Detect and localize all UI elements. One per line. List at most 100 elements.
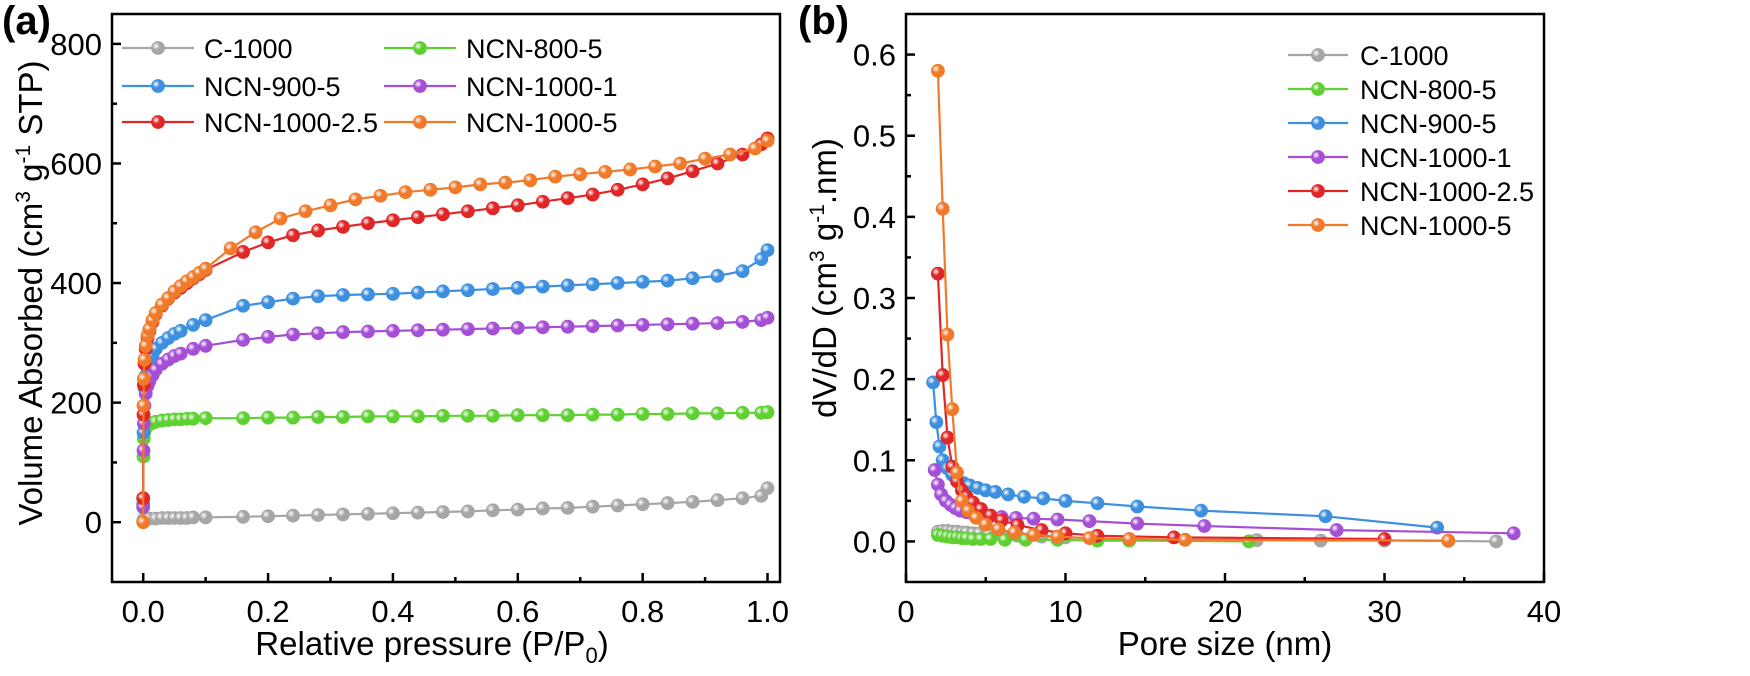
panel-b-data-point bbox=[1007, 525, 1022, 540]
panel-b-series-ncn-1000-5 bbox=[931, 63, 1456, 548]
panel-a-data-point bbox=[735, 264, 750, 278]
panel-a-data-point bbox=[261, 410, 275, 425]
panel-a-data-point bbox=[460, 408, 475, 423]
panel-a-data-point bbox=[548, 169, 563, 184]
panel-b-y-tick-label: 0.6 bbox=[853, 38, 896, 73]
panel-a-data-point bbox=[723, 147, 737, 162]
panel-b-x-tick-label: 0 bbox=[897, 594, 914, 629]
panel-a-x-tick-label: 0.6 bbox=[496, 594, 539, 629]
panel-b-data-point bbox=[1058, 493, 1073, 508]
panel-a-data-point bbox=[311, 326, 325, 341]
panel-a-data-point bbox=[336, 219, 350, 234]
panel-b-data-point bbox=[1017, 489, 1031, 504]
panel-a-legend-item: C-1000 bbox=[122, 34, 293, 64]
panel-a-data-point bbox=[261, 329, 275, 344]
panel-b-y-tick-label: 0.1 bbox=[853, 443, 896, 478]
panel-a-series-ncn-800-5 bbox=[136, 405, 775, 506]
panel-a-data-point bbox=[760, 310, 775, 325]
panel-a-data-point bbox=[286, 508, 300, 523]
panel-a-data-point bbox=[610, 318, 625, 333]
panel-a-data-point bbox=[223, 241, 238, 256]
panel-a-series-ncn-1000-5 bbox=[136, 133, 775, 530]
panel-a-data-point bbox=[411, 210, 425, 225]
panel-a-data-point bbox=[323, 198, 338, 213]
panel-a-data-point bbox=[435, 408, 450, 423]
panel-b-x-tick-label: 20 bbox=[1208, 594, 1242, 629]
panel-a-data-point bbox=[673, 156, 688, 171]
panel-a-data-point bbox=[435, 505, 450, 519]
panel-b-data-point bbox=[935, 201, 950, 216]
panel-a-data-point bbox=[386, 213, 400, 228]
panel-a-data-point bbox=[635, 407, 650, 421]
panel-a-legend-item: NCN-1000-5 bbox=[384, 108, 618, 138]
panel-b-data-point bbox=[991, 522, 1006, 537]
panel-a-data-point bbox=[660, 273, 675, 288]
panel-a-data-point bbox=[198, 313, 213, 328]
panel-a-data-point bbox=[361, 409, 375, 424]
panel-a-data-point bbox=[610, 407, 625, 422]
panel-a-data-point bbox=[398, 185, 413, 200]
panel-a-data-point bbox=[435, 322, 450, 337]
panel-a-legend-marker bbox=[413, 79, 427, 93]
panel-a-data-point bbox=[386, 506, 400, 521]
panel-b-data-point bbox=[1178, 532, 1193, 547]
panel-a-label: (a) bbox=[2, 0, 51, 43]
panel-a-data-point bbox=[236, 509, 251, 524]
panel-a-data-point bbox=[273, 211, 288, 226]
panel-b-x-tick-label: 40 bbox=[1527, 594, 1561, 629]
panel-a-legend-marker bbox=[413, 115, 427, 129]
panel-a-legend-marker bbox=[151, 79, 165, 93]
panel-a-data-point bbox=[598, 164, 613, 179]
panel-a-data-point bbox=[760, 243, 775, 258]
panel-a-x-tick-label: 0.0 bbox=[122, 594, 165, 629]
panel-a-y-tick-label: 200 bbox=[50, 386, 102, 421]
panel-b-data-point bbox=[945, 402, 960, 417]
panel-a-data-point bbox=[510, 502, 525, 517]
panel-b-data-point bbox=[1130, 499, 1145, 514]
panel-a-y-tick-label: 400 bbox=[50, 266, 102, 301]
panel-b-y-tick-label: 0.3 bbox=[853, 281, 896, 316]
panel-a-legend-label: NCN-1000-1 bbox=[466, 72, 618, 102]
panel-a-data-point bbox=[411, 285, 425, 300]
panel-a-data-point bbox=[186, 411, 201, 426]
panel-a-y-axis-title: Volume Absorbed (cm3 g-1 STP) bbox=[12, 60, 49, 525]
panel-a-x-tick-label: 0.2 bbox=[247, 594, 290, 629]
panel-b-x-tick-label: 10 bbox=[1048, 594, 1082, 629]
panel-b-legend-label: NCN-900-5 bbox=[1360, 109, 1497, 139]
panel-a-data-point bbox=[261, 509, 275, 524]
panel-b-legend-label: NCN-1000-1 bbox=[1360, 143, 1512, 173]
panel-a-data-point bbox=[198, 338, 213, 353]
panel-b-data-point bbox=[932, 439, 947, 454]
panel-a-data-point bbox=[510, 198, 525, 213]
panel-a-data-point bbox=[510, 320, 525, 335]
panel-b-legend-marker bbox=[1311, 48, 1325, 62]
panel-b-x-axis-title: Pore size (nm) bbox=[1118, 625, 1333, 662]
panel-b-y-tick-label: 0.4 bbox=[853, 200, 896, 235]
panel-a-data-point bbox=[311, 410, 325, 424]
panel-a-x-tick-label: 0.8 bbox=[621, 594, 664, 629]
panel-a-data-point bbox=[585, 407, 600, 422]
panel-b-data-point bbox=[1026, 528, 1041, 542]
panel-a-data-point bbox=[198, 261, 213, 276]
panel-b-data-point bbox=[1329, 523, 1344, 537]
panel-a-data-point bbox=[286, 291, 300, 306]
panel-a-data-point bbox=[286, 410, 300, 425]
panel-a-data-point bbox=[460, 283, 475, 298]
panel-a-data-point bbox=[411, 505, 425, 520]
panel-a-legend-marker bbox=[151, 41, 165, 55]
panel-b-data-point bbox=[1026, 511, 1041, 526]
panel-a-data-point bbox=[248, 225, 263, 240]
panel-a-data-point bbox=[560, 408, 575, 423]
panel-b-legend-item: NCN-900-5 bbox=[1288, 109, 1497, 139]
panel-b-data-point bbox=[1036, 491, 1051, 506]
panel-a-data-point bbox=[261, 235, 275, 250]
panel-a-data-point bbox=[635, 274, 650, 289]
panel-a-data-point bbox=[361, 287, 375, 302]
panel-a-data-point bbox=[760, 405, 775, 420]
panel-b-data-point bbox=[927, 463, 942, 477]
panel-b-data-point bbox=[1489, 534, 1504, 549]
panel-a-data-point bbox=[710, 316, 725, 331]
panel-a-data-point bbox=[173, 323, 188, 338]
panel-a-legend-marker bbox=[151, 115, 165, 129]
